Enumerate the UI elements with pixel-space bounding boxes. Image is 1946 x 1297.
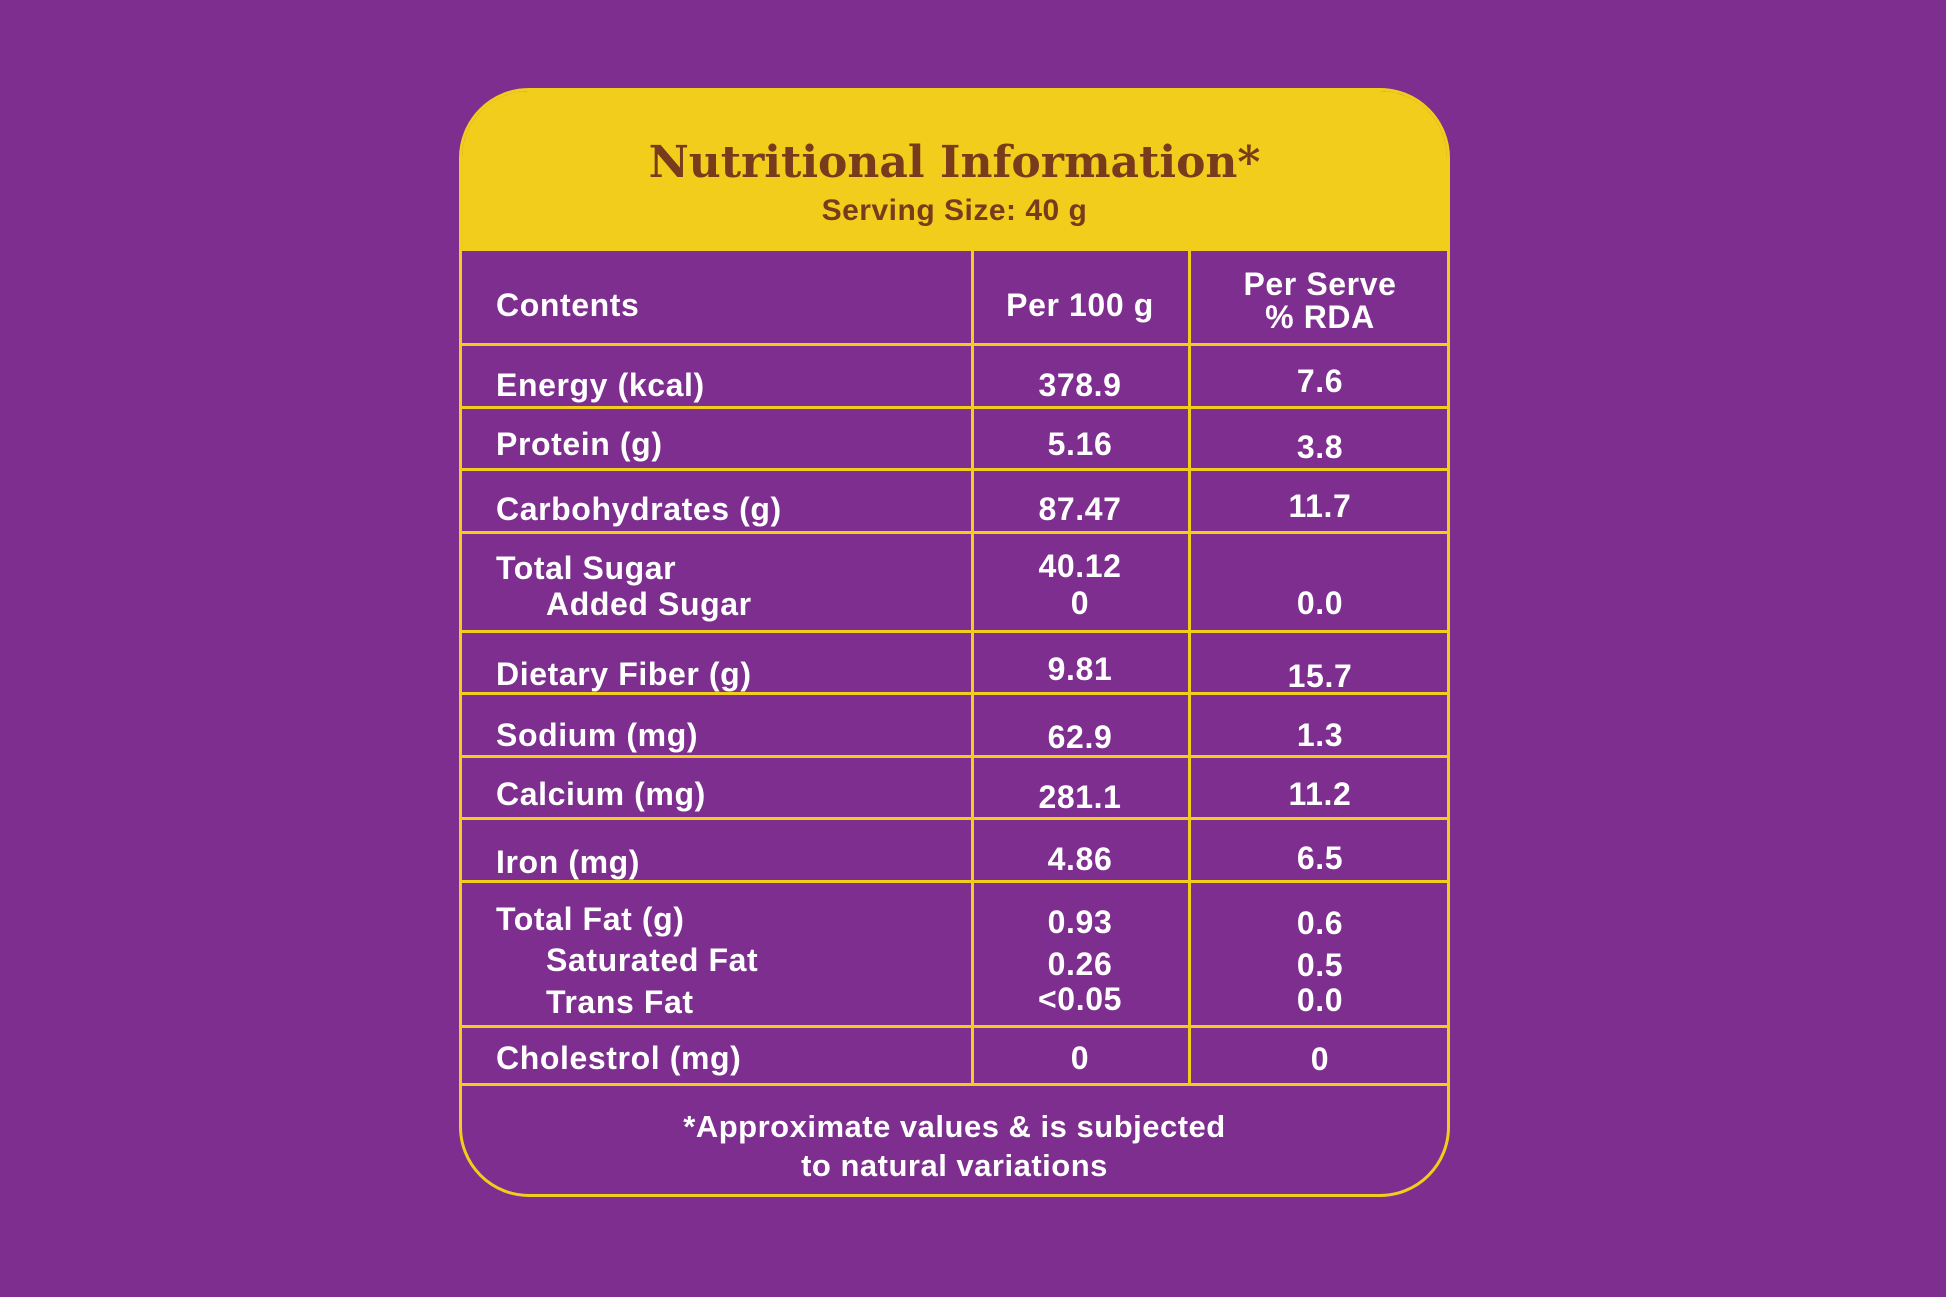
nutrition-card: Nutritional Information* Serving Size: 4… <box>459 88 1450 1197</box>
row-rda: 11.2 <box>1288 776 1352 812</box>
row-rda: 7.6 <box>1296 363 1344 399</box>
row-rda: 11.7 <box>1288 488 1352 524</box>
serving-size: Serving Size: 40 g <box>821 194 1088 227</box>
page-title: Nutritional Information* <box>648 137 1261 188</box>
column-header-perserve: Per Serve <box>1243 266 1397 302</box>
row-divider <box>462 406 1447 409</box>
row-sublabel-trans: Trans Fat <box>546 984 694 1020</box>
row-rda: 3.8 <box>1296 429 1344 465</box>
row-divider <box>462 755 1447 758</box>
row-sub-per100-saturated: 0.26 <box>1047 946 1113 982</box>
row-per100: 40.12 <box>1038 548 1122 584</box>
row-rda: 15.7 <box>1287 658 1353 694</box>
row-label: Iron (mg) <box>496 844 641 880</box>
row-divider <box>462 1083 1447 1086</box>
row-label: Total Fat (g) <box>496 901 685 937</box>
footnote-line-1: *Approximate values & is subjected <box>683 1109 1226 1144</box>
row-sub-rda-trans: 0.0 <box>1296 982 1344 1018</box>
row-per100: 9.81 <box>1047 651 1113 687</box>
row-per100: 5.16 <box>1047 426 1113 462</box>
column-header-contents: Contents <box>496 287 640 323</box>
row-sub-rda-saturated: 0.5 <box>1296 947 1344 983</box>
row-sub-per100: 0 <box>1070 585 1090 621</box>
footnote-line-2: to natural variations <box>801 1148 1108 1183</box>
row-label: Sodium (mg) <box>496 717 699 753</box>
row-sublabel: Added Sugar <box>546 586 752 622</box>
row-sublabel-saturated: Saturated Fat <box>546 942 759 978</box>
row-per100: 378.9 <box>1038 367 1122 403</box>
row-per100: 281.1 <box>1038 779 1122 815</box>
column-header-per100: Per 100 g <box>1006 287 1154 323</box>
row-sub-per100-trans: <0.05 <box>1038 981 1122 1017</box>
row-rda: 0.6 <box>1296 905 1344 941</box>
row-rda: 6.5 <box>1296 840 1344 876</box>
row-label: Calcium (mg) <box>496 776 706 812</box>
row-label: Carbohydrates (g) <box>496 491 782 527</box>
row-per100: 0.93 <box>1047 904 1113 940</box>
row-label: Cholestrol (mg) <box>496 1040 742 1076</box>
row-rda: 1.3 <box>1296 717 1344 753</box>
card-header: Nutritional Information* Serving Size: 4… <box>462 91 1447 251</box>
row-label: Total Sugar <box>496 550 677 586</box>
column-divider-1 <box>971 248 974 1086</box>
row-divider <box>462 692 1447 695</box>
row-per100: 4.86 <box>1047 841 1113 877</box>
column-divider-2 <box>1188 248 1191 1086</box>
row-divider <box>462 343 1447 346</box>
row-label: Energy (kcal) <box>496 367 705 403</box>
row-divider <box>462 531 1447 534</box>
row-per100: 62.9 <box>1047 719 1113 755</box>
row-divider <box>462 817 1447 820</box>
row-divider <box>462 1025 1447 1028</box>
footnote: *Approximate values & is subjected to na… <box>462 1107 1447 1185</box>
row-divider <box>462 630 1447 633</box>
row-label: Dietary Fiber (g) <box>496 656 752 692</box>
row-divider <box>462 468 1447 471</box>
row-per100: 87.47 <box>1038 491 1122 527</box>
row-divider <box>462 880 1447 883</box>
row-rda: 0 <box>1310 1041 1330 1077</box>
row-sub-rda: 0.0 <box>1296 585 1344 621</box>
column-header-rda: % RDA <box>1265 299 1375 335</box>
row-per100: 0 <box>1070 1040 1090 1076</box>
row-label: Protein (g) <box>496 426 663 462</box>
